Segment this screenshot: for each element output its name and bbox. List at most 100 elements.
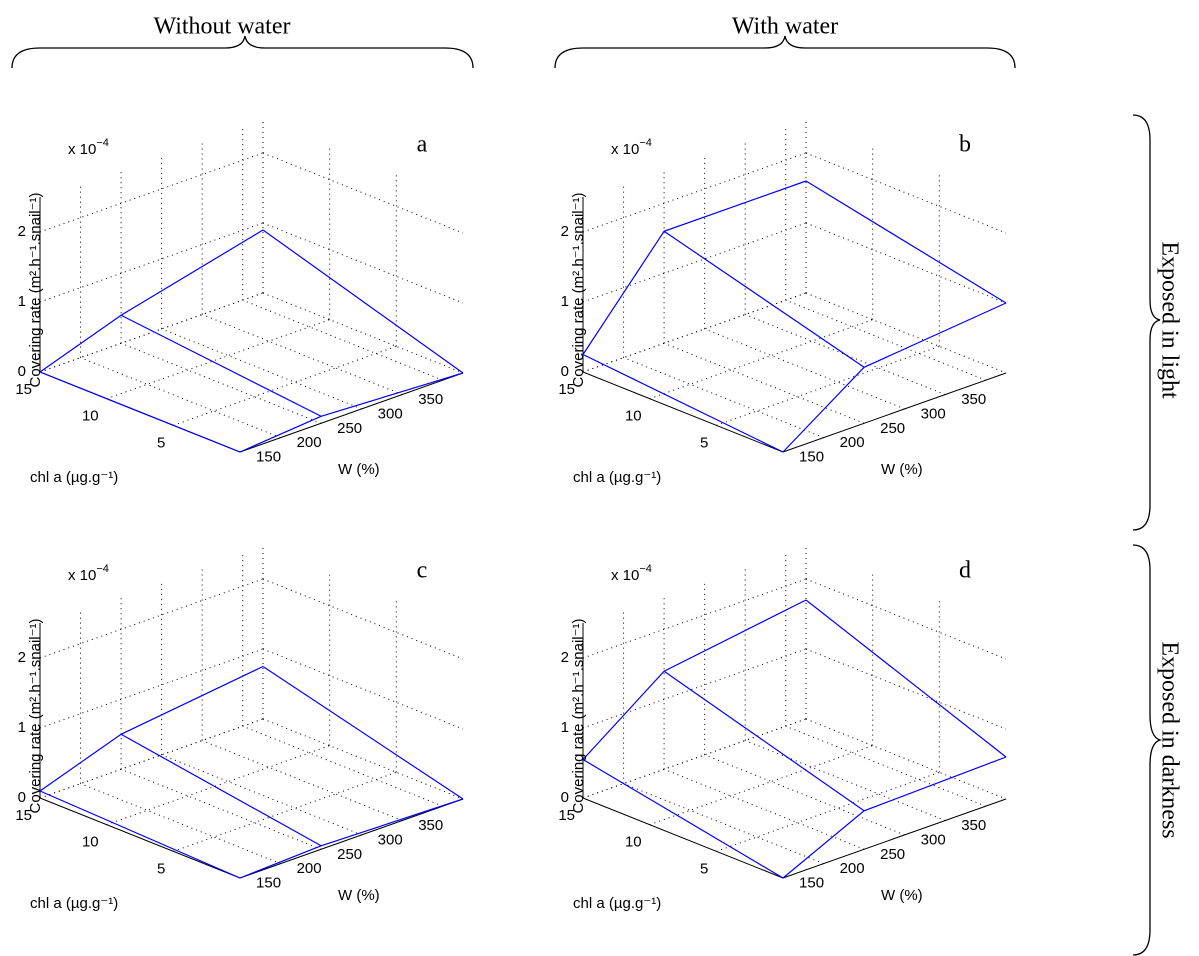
z-multiplier-exponent: −4 [96, 137, 109, 149]
y-axis-label: chl a (µg.g⁻¹) [30, 895, 118, 912]
surface-line [782, 756, 1007, 879]
grid-line [744, 740, 946, 822]
z-multiplier: x 10−4 [611, 563, 652, 584]
grid-line [649, 319, 873, 400]
surface-line [663, 670, 865, 812]
x-tick-label: 300 [378, 406, 403, 423]
grid-line [106, 319, 330, 400]
column-header: With water [732, 14, 838, 40]
surface-line [39, 665, 264, 792]
z-tick-label: 0 [561, 363, 569, 380]
grid-line [39, 578, 264, 659]
surface-line [262, 229, 464, 374]
x-tick-label: 250 [337, 420, 362, 437]
grid-line [704, 754, 905, 836]
y-tick-label: 15 [558, 381, 575, 398]
grid-line [623, 783, 824, 865]
grid-line [80, 357, 281, 439]
row-header: Exposed in darkness [1156, 641, 1182, 838]
grid-line [120, 768, 322, 850]
z-tick-label: 0 [18, 363, 26, 380]
y-tick-label: 15 [15, 381, 32, 398]
z-multiplier-exponent: −4 [639, 137, 652, 149]
z-tick-label: 0 [18, 789, 26, 806]
surface-line [582, 758, 784, 879]
grid-line [805, 222, 1007, 304]
x-tick-label: 200 [840, 860, 865, 877]
grid-line [663, 768, 865, 850]
axis-line [239, 372, 464, 453]
y-axis-label: chl a (µg.g⁻¹) [573, 895, 661, 912]
z-tick-label: 1 [561, 293, 569, 310]
y-tick-label: 5 [700, 860, 708, 877]
y-axis-label: chl a (µg.g⁻¹) [573, 469, 661, 486]
x-tick-label: 200 [297, 434, 322, 451]
grid-line [805, 152, 1007, 234]
grid-line [623, 357, 824, 439]
z-tick-label: 2 [561, 649, 569, 666]
x-tick-label: 250 [337, 846, 362, 863]
grid-line [805, 292, 1007, 374]
grid-line [106, 745, 330, 826]
grid-line [161, 754, 362, 836]
brace [11, 35, 474, 69]
x-tick-label: 250 [880, 420, 905, 437]
grid-line [805, 648, 1007, 730]
surface-line [239, 798, 464, 879]
z-multiplier-base: x 10 [68, 567, 96, 584]
grid-line [80, 783, 281, 865]
y-tick-label: 10 [82, 834, 99, 851]
grid-line [39, 152, 264, 233]
column-header: Without water [154, 14, 291, 40]
grid-line [262, 152, 464, 234]
grid-line [805, 578, 1007, 660]
z-tick-label: 1 [18, 293, 26, 310]
x-tick-label: 150 [799, 449, 824, 466]
x-tick-label: 150 [256, 875, 281, 892]
y-tick-label: 10 [625, 834, 642, 851]
surface-line [120, 314, 322, 417]
surface-line [805, 180, 1007, 304]
y-tick-label: 10 [625, 408, 642, 425]
z-tick-label: 2 [561, 223, 569, 240]
grid-line [704, 328, 905, 410]
z-multiplier-base: x 10 [611, 567, 639, 584]
grid-line [582, 222, 807, 303]
y-tick-label: 15 [15, 807, 32, 824]
x-tick-label: 350 [961, 391, 986, 408]
grid-line [39, 222, 264, 303]
grid-line [262, 222, 464, 304]
x-tick-label: 200 [297, 860, 322, 877]
grid-line [785, 725, 986, 807]
x-axis-label: W (%) [881, 461, 923, 478]
z-tick-label: 2 [18, 223, 26, 240]
x-tick-label: 200 [840, 434, 865, 451]
y-tick-label: 5 [157, 434, 165, 451]
x-tick-label: 300 [921, 832, 946, 849]
x-tick-label: 250 [880, 846, 905, 863]
z-multiplier-base: x 10 [611, 141, 639, 158]
grid-line [716, 345, 940, 426]
grid-line [262, 578, 464, 660]
x-tick-label: 300 [921, 406, 946, 423]
z-tick-label: 2 [18, 649, 26, 666]
panel-label: b [959, 132, 971, 158]
panel-label: a [417, 132, 428, 158]
z-multiplier: x 10−4 [68, 563, 109, 584]
z-tick-label: 0 [561, 789, 569, 806]
grid-line [582, 578, 807, 659]
grid-line [582, 648, 807, 729]
x-tick-label: 150 [799, 875, 824, 892]
grid-line [663, 342, 865, 424]
surface-line [582, 353, 784, 453]
grid-line [161, 328, 362, 410]
x-tick-label: 350 [418, 391, 443, 408]
surface-line [120, 733, 322, 847]
panel-label: d [959, 558, 971, 584]
x-tick-label: 350 [961, 817, 986, 834]
grid-line [785, 299, 986, 381]
grid-line [744, 314, 946, 396]
axis-line [39, 797, 241, 879]
grid-line [173, 771, 397, 852]
